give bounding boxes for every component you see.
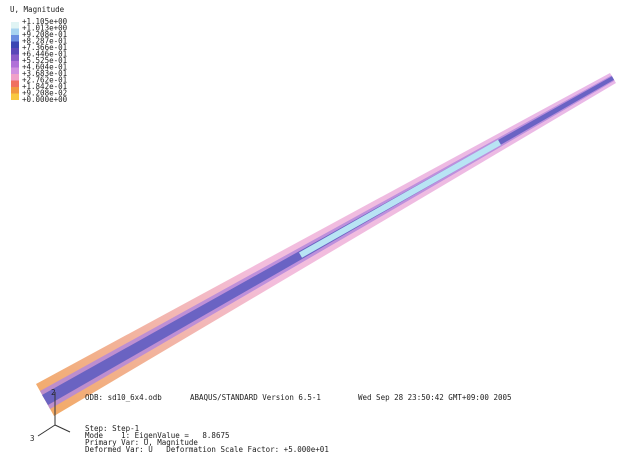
axis-label: 3 (30, 434, 35, 443)
deformed-var: Deformed Var: U Deformation Scale Factor… (85, 445, 329, 454)
step-info: Step: Step-1 Mode 1: EigenValue = 8.8675… (85, 424, 329, 454)
legend-title: U, Magnitude (10, 5, 65, 14)
legend-swatches (11, 22, 19, 100)
legend-labels: +1.105e+00+1.013e+00+9.208e-01+8.287e-01… (22, 17, 68, 104)
page: U, Magnitude +1.105e+00+1.013e+00+9.208e… (0, 0, 627, 459)
info-line: ODB: sd10_6x4.odb ABAQUS/STANDARD Versio… (85, 393, 512, 402)
legend-label: +0.000e+00 (22, 95, 68, 104)
axis-label: 2 (51, 388, 56, 397)
solver: ABAQUS/STANDARD Version 6.5-1 (190, 393, 321, 402)
beam-model (36, 73, 616, 416)
date: Wed Sep 28 23:50:42 GMT+09:00 2005 (358, 393, 512, 402)
odb: ODB: sd10_6x4.odb (85, 393, 162, 402)
beam-core (299, 140, 501, 258)
viewport: U, Magnitude +1.105e+00+1.013e+00+9.208e… (0, 0, 627, 459)
legend: U, Magnitude +1.105e+00+1.013e+00+9.208e… (10, 5, 68, 104)
